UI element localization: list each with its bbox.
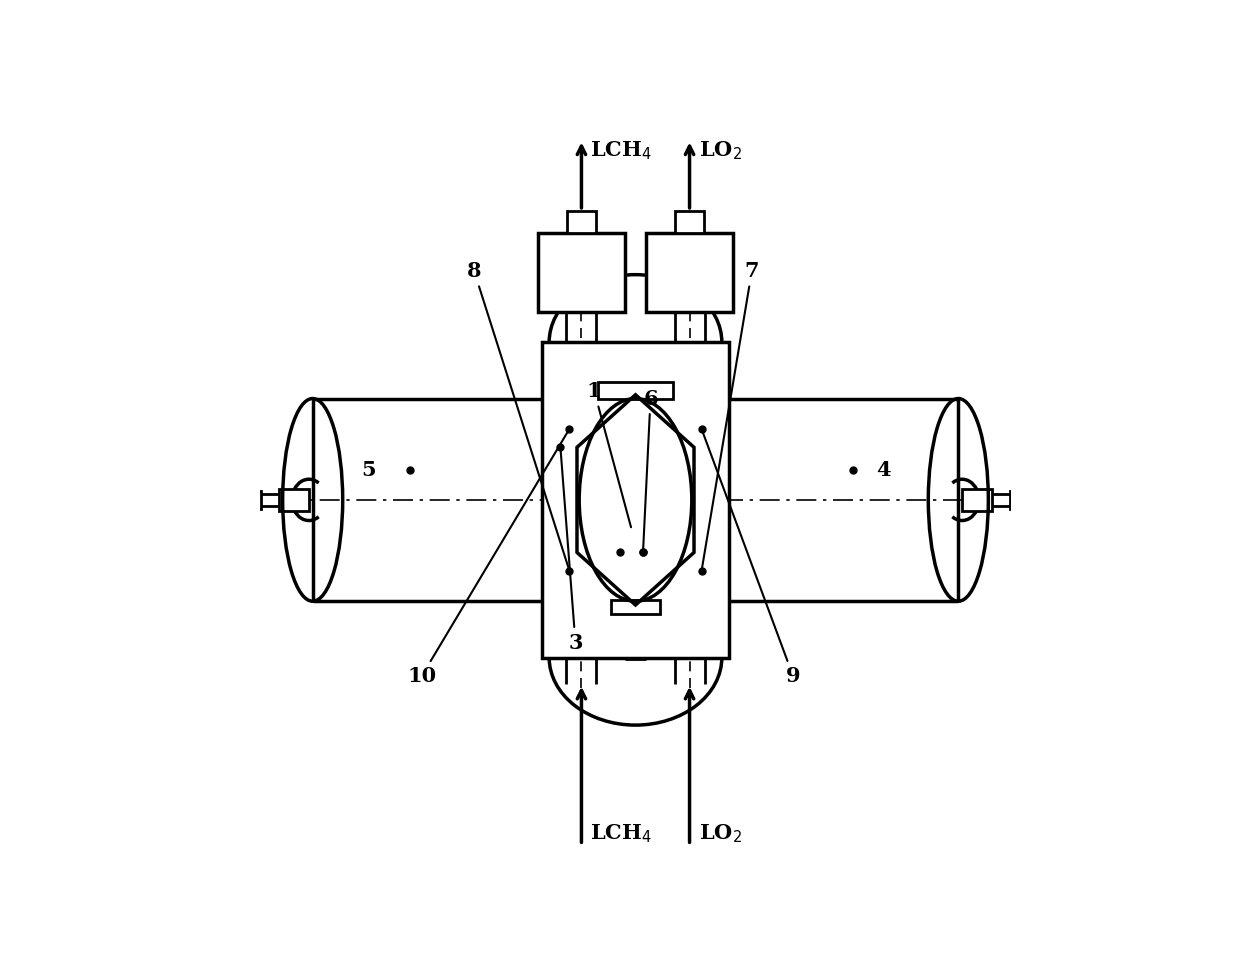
Text: LCH$_4$: LCH$_4$ (590, 139, 652, 162)
Bar (676, 211, 704, 233)
Text: LCH$_4$: LCH$_4$ (590, 823, 652, 845)
Bar (646, 233, 733, 312)
Bar (279, 488, 309, 511)
Text: 6: 6 (644, 388, 658, 550)
Bar (542, 342, 729, 657)
Text: 10: 10 (407, 431, 568, 686)
Text: 1: 1 (587, 381, 631, 527)
Text: LO$_2$: LO$_2$ (698, 823, 742, 845)
Text: 3: 3 (560, 450, 583, 652)
Text: 4: 4 (875, 460, 890, 480)
Bar (567, 211, 595, 233)
Bar (1011, 490, 1019, 509)
Bar (538, 233, 625, 312)
Bar (611, 601, 660, 614)
Text: 8: 8 (466, 261, 569, 568)
Text: 5: 5 (362, 460, 376, 480)
Text: 7: 7 (702, 261, 759, 568)
Text: LO$_2$: LO$_2$ (698, 139, 742, 162)
Bar (962, 488, 992, 511)
Text: 9: 9 (703, 432, 801, 686)
Bar (252, 490, 260, 509)
Bar (598, 382, 673, 399)
